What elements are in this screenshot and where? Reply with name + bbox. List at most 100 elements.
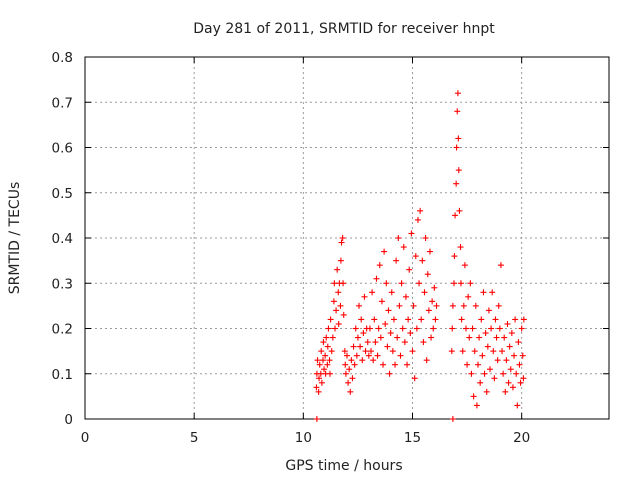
data-point <box>484 343 491 350</box>
data-point <box>376 262 383 269</box>
data-point <box>485 307 492 314</box>
data-point <box>399 325 406 332</box>
data-point <box>342 370 349 377</box>
data-point <box>417 207 424 214</box>
data-point <box>429 298 436 305</box>
data-point <box>492 316 499 323</box>
data-point <box>313 384 320 391</box>
data-point <box>502 388 509 395</box>
data-point <box>516 361 523 368</box>
data-point <box>454 90 461 97</box>
data-point <box>381 248 388 255</box>
data-point <box>388 289 395 296</box>
tick-labels: 0 5 10 15 20 0 0.1 0.2 0.3 0.4 0.5 0.6 0.7 0.8 <box>52 50 531 446</box>
data-point <box>397 352 404 359</box>
data-point <box>408 230 415 237</box>
data-point <box>340 280 347 287</box>
data-point <box>487 366 494 373</box>
data-point <box>449 416 456 422</box>
data-point <box>513 370 520 377</box>
data-point <box>500 370 507 377</box>
data-point <box>507 366 514 373</box>
data-point <box>505 379 512 386</box>
data-point <box>462 325 469 332</box>
data-point <box>341 348 348 355</box>
data-point <box>430 325 437 332</box>
data-point <box>469 325 476 332</box>
data-point <box>366 325 373 332</box>
data-point <box>319 357 326 364</box>
data-point <box>361 293 368 300</box>
data-point <box>335 289 342 296</box>
y-tick-label: 0.6 <box>52 141 73 157</box>
data-point <box>508 330 515 337</box>
data-point <box>465 293 472 300</box>
data-point <box>475 361 481 368</box>
data-point <box>409 348 416 355</box>
data-point <box>496 325 503 332</box>
y-tick-label: 0.7 <box>52 95 73 111</box>
data-point <box>390 316 397 323</box>
data-point <box>326 357 333 364</box>
x-tick-label: 0 <box>81 430 90 446</box>
data-point <box>373 275 380 282</box>
data-point <box>488 325 495 332</box>
data-point <box>483 388 490 395</box>
data-point <box>375 325 382 332</box>
data-point <box>412 253 419 260</box>
data-point <box>477 379 484 386</box>
data-point <box>470 393 477 400</box>
data-point <box>369 289 376 296</box>
data-point <box>316 375 323 382</box>
data-point <box>331 280 338 287</box>
data-point <box>318 379 325 386</box>
data-point <box>450 280 457 287</box>
data-point <box>380 361 387 368</box>
data-point <box>425 307 432 314</box>
data-point <box>419 257 426 264</box>
data-point <box>387 330 394 337</box>
data-point <box>398 280 405 287</box>
data-point <box>359 357 366 364</box>
data-point <box>454 108 461 115</box>
data-point <box>449 325 456 332</box>
y-tick-label: 0.5 <box>52 186 73 202</box>
data-point <box>464 361 471 368</box>
data-point <box>315 388 322 395</box>
data-point <box>339 235 346 241</box>
data-point <box>324 343 331 350</box>
data-point <box>335 320 342 327</box>
data-point <box>347 388 354 395</box>
y-axis-label: SRMTID / TECUs <box>7 182 23 295</box>
data-point <box>393 257 400 264</box>
data-point <box>514 402 521 409</box>
data-point <box>377 334 384 341</box>
x-tick-label: 10 <box>295 430 312 446</box>
data-point <box>337 257 344 264</box>
data-point <box>346 366 353 373</box>
data-point <box>459 348 466 355</box>
data-point <box>497 262 504 269</box>
data-point <box>324 361 331 368</box>
data-point <box>325 325 332 332</box>
data-point <box>414 216 421 223</box>
data-point <box>449 302 456 309</box>
data-point <box>384 343 391 350</box>
data-point <box>314 357 321 364</box>
data-point <box>344 352 350 359</box>
data-point <box>322 352 329 359</box>
data-point <box>457 244 464 251</box>
data-point <box>405 316 412 323</box>
data-point <box>482 330 489 337</box>
data-point <box>400 244 407 251</box>
data-point <box>395 235 402 241</box>
data-point <box>407 330 414 337</box>
data-point <box>490 348 497 355</box>
data-point <box>328 348 335 355</box>
data-point <box>313 416 320 422</box>
data-point <box>406 266 413 273</box>
data-point <box>364 339 371 346</box>
data-point <box>348 357 355 364</box>
data-point <box>457 280 464 287</box>
data-point <box>416 280 423 287</box>
